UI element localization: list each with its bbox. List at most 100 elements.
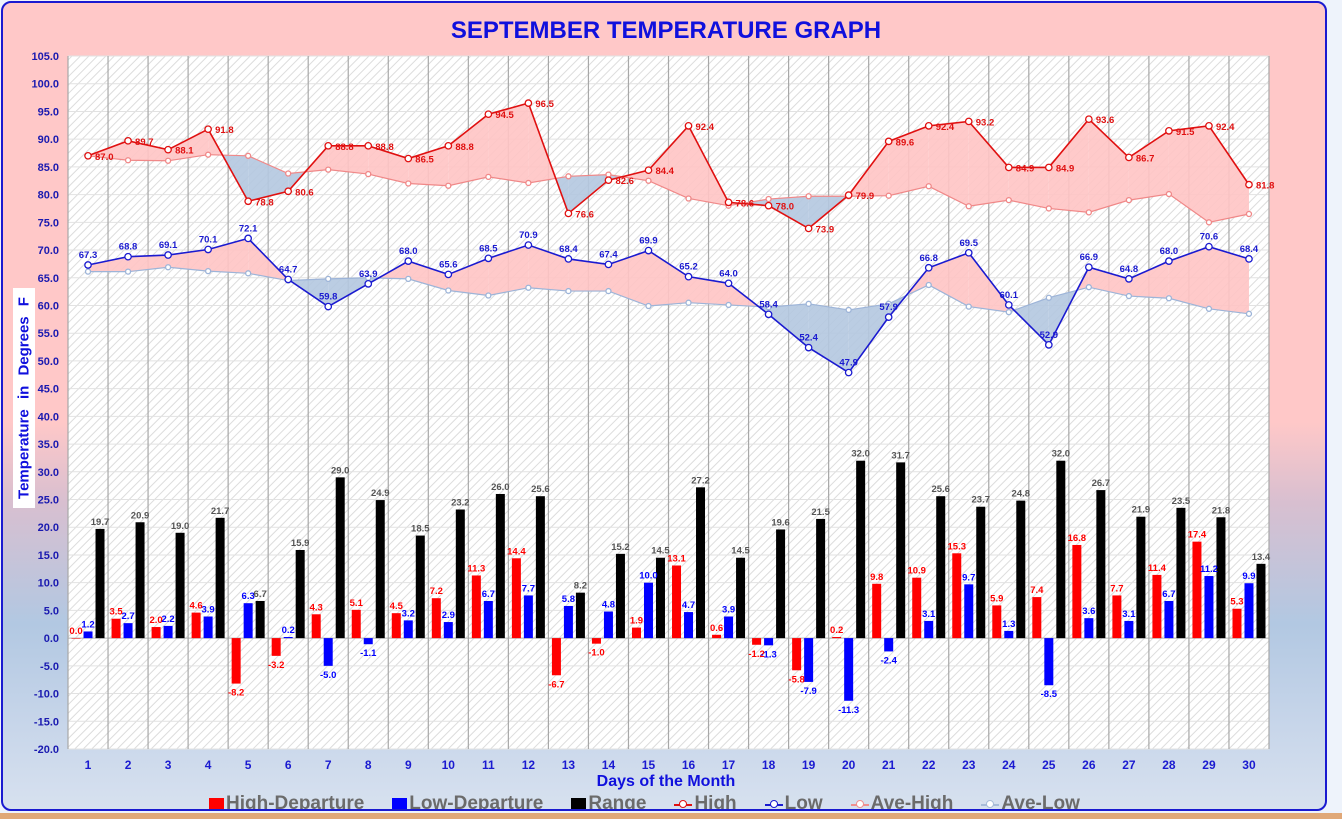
low-departure-value-label: 9.7 <box>962 572 975 583</box>
ave-high-point <box>965 203 972 210</box>
low-departure-value-label: 3.6 <box>1082 606 1095 617</box>
high-value-label: 93.6 <box>1096 115 1115 126</box>
high-point <box>404 154 413 163</box>
legend-line-marker-high <box>674 797 693 809</box>
y-tick-label: 10.0 <box>38 578 59 590</box>
x-tick-label: 21 <box>882 758 896 772</box>
low-vs-average-band <box>328 277 369 307</box>
high-departure-bar <box>471 575 481 639</box>
low-value-label: 57.9 <box>879 302 898 313</box>
range-bar <box>776 529 786 639</box>
low-point <box>844 368 853 377</box>
low-vs-average-band <box>568 258 609 292</box>
range-value-label: 14.5 <box>651 546 670 557</box>
high-point <box>764 201 773 210</box>
high-departure-value-label: 7.7 <box>1110 583 1123 594</box>
low-departure-value-label: 9.9 <box>1242 571 1255 582</box>
ave-high-point <box>805 193 812 200</box>
low-value-label: 68.0 <box>1160 246 1179 257</box>
high-departure-value-label: 17.4 <box>1188 530 1207 541</box>
ave-low-point <box>805 300 812 307</box>
legend-swatch-range <box>571 797 587 809</box>
ave-high-point <box>325 166 332 173</box>
low-value-label: 65.2 <box>679 262 698 273</box>
range-value-label: 26.7 <box>1092 478 1111 489</box>
low-point <box>1205 242 1213 251</box>
high-departure-bar <box>1032 597 1042 639</box>
x-tick-label: 10 <box>442 758 456 772</box>
x-tick-label: 5 <box>245 758 252 772</box>
low-vs-average-band <box>648 250 689 307</box>
low-value-label: 52.9 <box>1040 330 1059 341</box>
high-departure-value-label: -8.2 <box>228 688 244 699</box>
low-departure-value-label: 0.2 <box>282 625 295 636</box>
ave-high-point <box>285 170 292 177</box>
range-bar <box>1016 500 1026 639</box>
y-tick-label: 30.0 <box>38 467 59 479</box>
high-value-label: 88.1 <box>175 146 194 157</box>
legend-item-ave-low: Ave-Low <box>981 793 1080 811</box>
high-value-label: 88.8 <box>455 142 474 153</box>
range-value-label: 21.7 <box>211 506 230 517</box>
high-value-label: 86.5 <box>415 155 434 166</box>
ave-high-point <box>485 173 492 181</box>
range-value-label: 24.8 <box>1012 489 1031 500</box>
low-vs-average-band <box>768 303 809 348</box>
high-point <box>244 197 252 206</box>
range-value-label: 21.8 <box>1212 505 1231 516</box>
low-departure-value-label: -7.9 <box>800 686 816 697</box>
y-tick-label: 65.0 <box>38 273 59 285</box>
high-departure-value-label: 2.0 <box>149 615 162 626</box>
high-departure-bar <box>992 605 1002 639</box>
legend-label: Ave-High <box>870 793 954 811</box>
low-departure-bar <box>884 638 894 652</box>
ave-low-point <box>84 268 92 275</box>
ave-low-point <box>1045 294 1052 301</box>
x-tick-label: 18 <box>762 758 776 772</box>
ave-high-point <box>565 173 572 180</box>
low-departure-value-label: 5.8 <box>562 594 575 605</box>
high-departure-bar <box>752 638 762 645</box>
range-value-label: 15.2 <box>611 542 630 553</box>
x-tick-label: 30 <box>1242 758 1256 772</box>
y-tick-label: -10.0 <box>34 689 59 701</box>
range-value-label: 23.5 <box>1172 496 1191 507</box>
low-departure-value-label: 3.9 <box>202 604 215 615</box>
low-point <box>604 260 613 269</box>
x-tick-label: 15 <box>642 758 656 772</box>
low-departure-bar <box>924 620 934 639</box>
low-vs-average-band <box>1208 246 1249 314</box>
high-line <box>87 102 1250 230</box>
range-value-label: 23.7 <box>972 495 991 506</box>
y-tick-label: 15.0 <box>38 550 59 562</box>
low-departure-bar <box>1084 618 1094 639</box>
y-tick-label: 95.0 <box>38 106 59 118</box>
high-point <box>1004 163 1013 172</box>
low-point <box>644 246 653 255</box>
low-value-label: 68.4 <box>559 244 578 255</box>
y-tick-label: 105.0 <box>31 51 59 63</box>
y-tick-label: -15.0 <box>34 716 59 728</box>
bottom-edge-strip <box>0 813 1342 819</box>
range-bar <box>856 460 866 639</box>
high-value-label: 84.9 <box>1056 163 1075 174</box>
low-value-label: 59.8 <box>319 292 338 303</box>
high-departure-bar <box>71 638 81 639</box>
range-bar <box>1176 507 1186 639</box>
low-departure-bar <box>764 638 774 646</box>
high-departure-bar <box>311 614 321 639</box>
high-point <box>1165 126 1173 135</box>
high-departure-bar <box>712 634 722 639</box>
legend-item-range: Range <box>571 793 646 809</box>
high-point <box>804 224 813 233</box>
y-tick-label: 35.0 <box>38 439 59 451</box>
high-vs-average-band <box>1208 125 1249 223</box>
high-value-label: 78.8 <box>255 197 274 208</box>
legend-label: Ave-Low <box>1001 793 1080 811</box>
high-vs-average-band <box>622 170 649 181</box>
range-bar <box>215 517 225 639</box>
low-departure-bar <box>123 623 133 639</box>
x-tick-label: 8 <box>365 758 372 772</box>
high-departure-value-label: -1.2 <box>748 649 764 660</box>
x-tick-label: 11 <box>482 758 495 772</box>
